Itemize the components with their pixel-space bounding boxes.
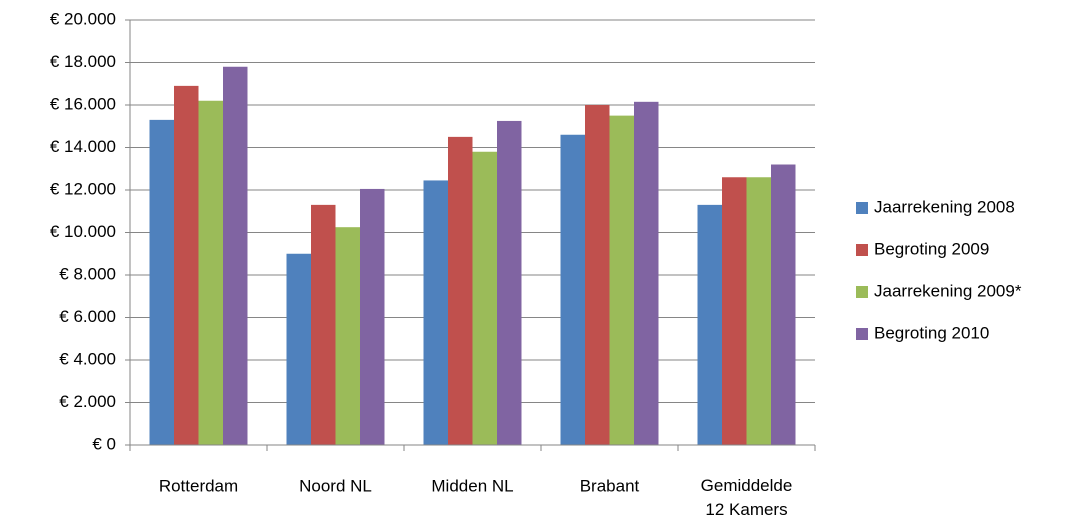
y-tick-label: € 4.000 [59,349,116,368]
y-tick-label: € 10.000 [50,222,116,241]
bar [149,119,174,445]
x-tick-label: Rotterdam [159,476,238,495]
bar [286,253,311,445]
bar [634,101,659,445]
bar [360,188,385,445]
legend-swatch [856,244,868,256]
legend-swatch [856,286,868,298]
bar [585,105,610,445]
bar [722,177,747,445]
legend-label: Jaarrekening 2008 [874,197,1015,216]
y-tick-label: € 14.000 [50,137,116,156]
bar [560,134,585,445]
y-tick-label: € 12.000 [50,179,116,198]
bar [311,204,336,445]
x-tick-label: Midden NL [431,476,513,495]
legend-swatch [856,202,868,214]
y-tick-label: € 6.000 [59,307,116,326]
bar [609,115,634,445]
legend-label: Begroting 2009 [874,239,989,258]
x-tick-label: Brabant [580,476,640,495]
bar [448,136,473,445]
bar [771,164,796,445]
bar [174,85,199,445]
y-tick-label: € 20.000 [50,9,116,28]
x-tick-label: Noord NL [299,476,372,495]
legend-label: Jaarrekening 2009* [874,281,1022,300]
y-tick-label: € 18.000 [50,52,116,71]
bar [335,227,360,445]
x-tick-label: Gemiddelde 12 Kamers [701,476,793,519]
y-tick-label: € 16.000 [50,94,116,113]
bar [497,120,522,445]
bar [198,100,223,445]
bar [223,66,248,445]
y-tick-label: € 0 [92,434,116,453]
bar [746,177,771,445]
y-tick-label: € 8.000 [59,264,116,283]
legend-swatch [856,328,868,340]
bar [697,204,722,445]
bar [472,151,497,445]
y-tick-label: € 2.000 [59,392,116,411]
legend-label: Begroting 2010 [874,323,989,342]
bar [423,180,448,445]
